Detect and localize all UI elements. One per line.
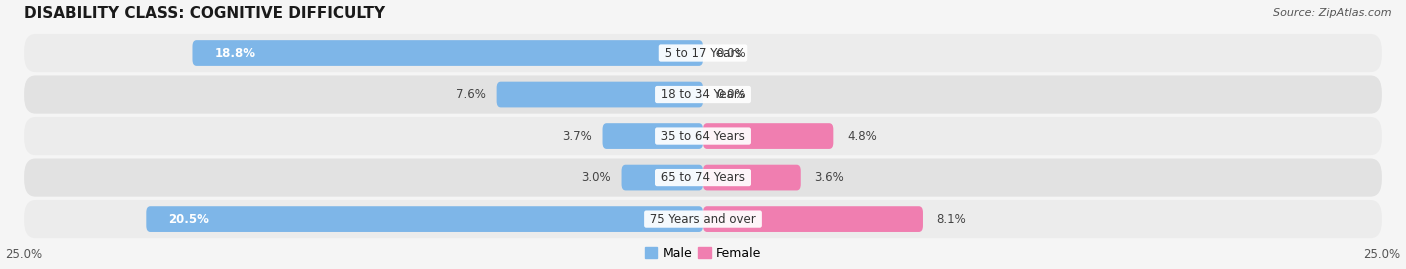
Text: 65 to 74 Years: 65 to 74 Years	[657, 171, 749, 184]
FancyBboxPatch shape	[24, 34, 1382, 72]
FancyBboxPatch shape	[603, 123, 703, 149]
Text: 18 to 34 Years: 18 to 34 Years	[657, 88, 749, 101]
Text: 3.7%: 3.7%	[562, 130, 592, 143]
Text: 75 Years and over: 75 Years and over	[647, 213, 759, 226]
Text: 3.0%: 3.0%	[581, 171, 610, 184]
FancyBboxPatch shape	[24, 117, 1382, 155]
Text: 4.8%: 4.8%	[846, 130, 877, 143]
Text: 3.6%: 3.6%	[814, 171, 844, 184]
Text: 20.5%: 20.5%	[169, 213, 209, 226]
Text: 0.0%: 0.0%	[717, 47, 747, 59]
FancyBboxPatch shape	[703, 206, 922, 232]
Text: 7.6%: 7.6%	[456, 88, 485, 101]
FancyBboxPatch shape	[496, 82, 703, 107]
Text: 8.1%: 8.1%	[936, 213, 966, 226]
FancyBboxPatch shape	[24, 200, 1382, 238]
FancyBboxPatch shape	[703, 165, 801, 190]
Text: DISABILITY CLASS: COGNITIVE DIFFICULTY: DISABILITY CLASS: COGNITIVE DIFFICULTY	[24, 6, 385, 20]
FancyBboxPatch shape	[24, 75, 1382, 114]
Legend: Male, Female: Male, Female	[640, 242, 766, 265]
Text: 35 to 64 Years: 35 to 64 Years	[657, 130, 749, 143]
FancyBboxPatch shape	[24, 158, 1382, 197]
Text: 5 to 17 Years: 5 to 17 Years	[661, 47, 745, 59]
FancyBboxPatch shape	[193, 40, 703, 66]
FancyBboxPatch shape	[621, 165, 703, 190]
Text: 0.0%: 0.0%	[717, 88, 747, 101]
Text: Source: ZipAtlas.com: Source: ZipAtlas.com	[1274, 8, 1392, 18]
FancyBboxPatch shape	[146, 206, 703, 232]
FancyBboxPatch shape	[703, 123, 834, 149]
Text: 18.8%: 18.8%	[214, 47, 256, 59]
